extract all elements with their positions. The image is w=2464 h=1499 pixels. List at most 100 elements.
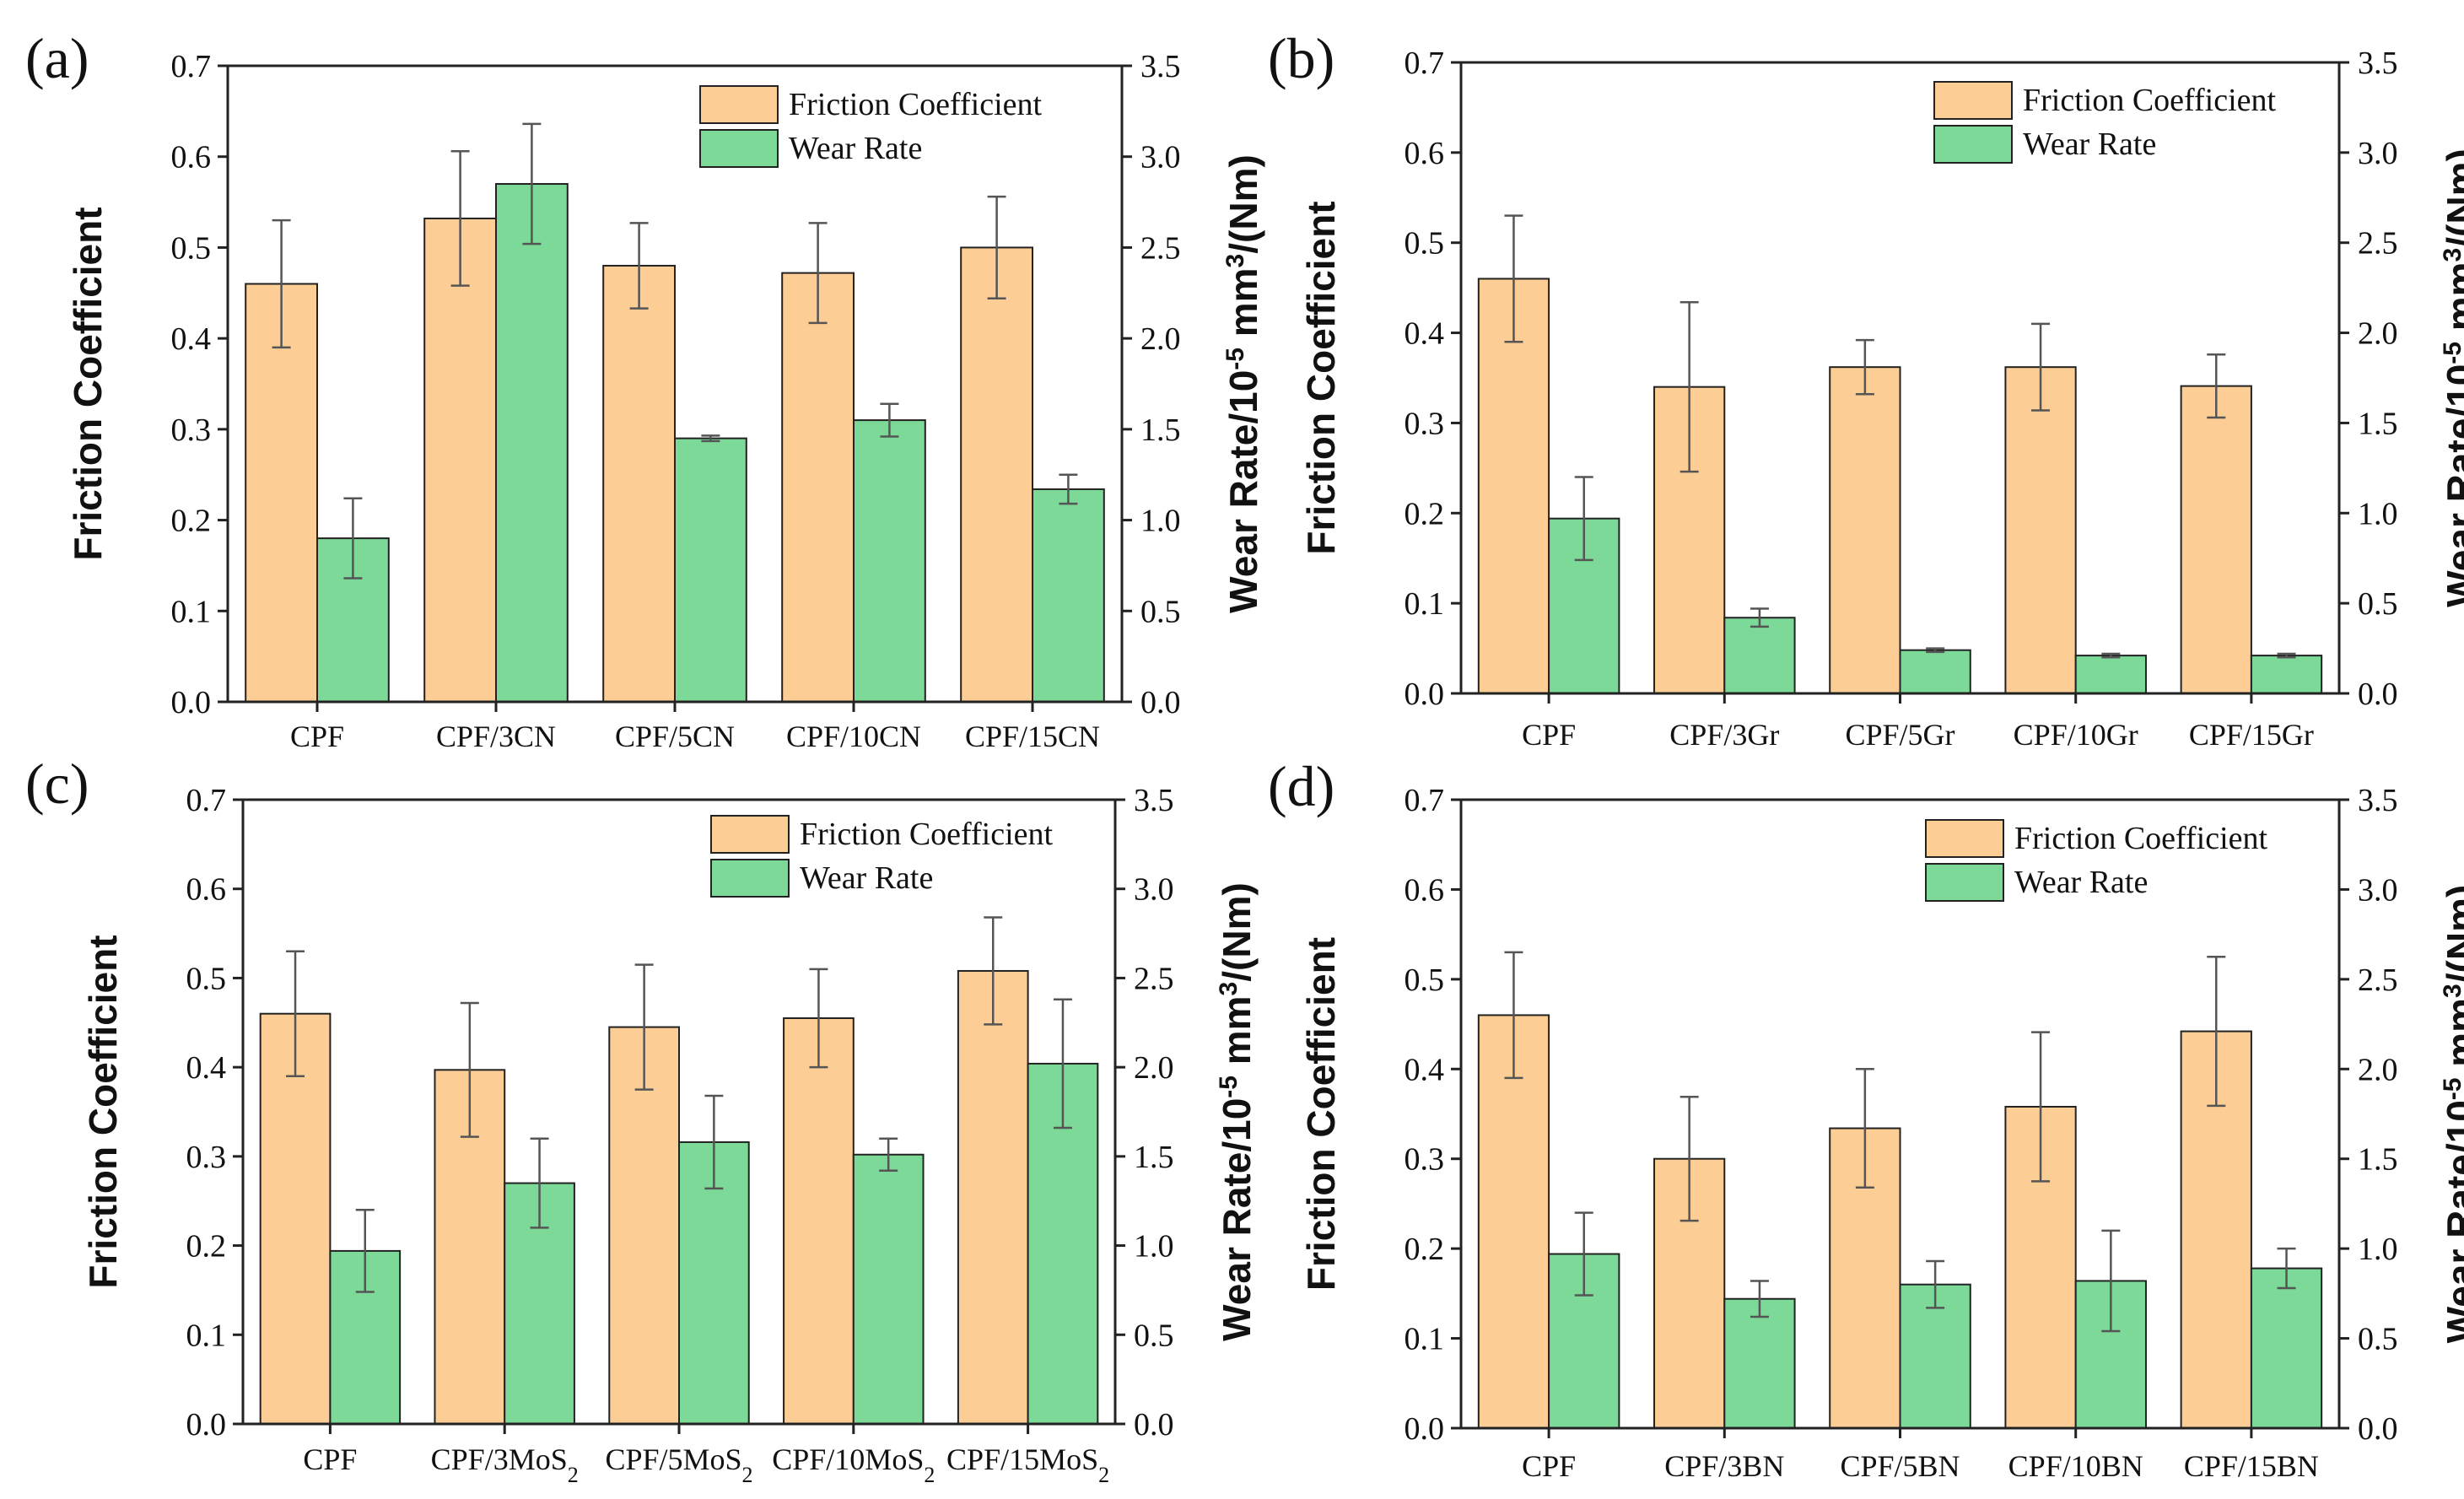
left-tick-label: 0.1 (171, 594, 212, 629)
category-label: CPF/15MoS2 (946, 1442, 1109, 1487)
left-tick-label: 0.3 (1405, 406, 1445, 441)
left-tick-label: 0.6 (171, 140, 212, 175)
panel-label: (a) (25, 26, 89, 90)
legend-swatch-friction (1933, 81, 2013, 120)
right-tick-label: 1.0 (2358, 496, 2398, 531)
right-axis-title-part: 3 (2439, 248, 2464, 262)
left-tick-label: 0.3 (186, 1140, 227, 1175)
friction-bar-0 (1477, 278, 1550, 694)
right-tick-label: 2.0 (2358, 316, 2398, 352)
left-tick-label: 0.0 (186, 1407, 227, 1442)
left-tick-label: 0.3 (171, 412, 212, 448)
category-label: CPF/3BN (1664, 1449, 1784, 1483)
right-tick-label: 1.0 (2358, 1232, 2398, 1267)
category-label: CPF/3CN (436, 720, 556, 753)
legend-label-friction: Friction Coefficient (800, 817, 1054, 852)
category-label: CPF/5Gr (1845, 718, 1954, 752)
wear-bar-1 (495, 183, 569, 703)
panel-label: (c) (25, 752, 89, 816)
wear-bar-3 (2074, 655, 2147, 694)
left-tick-label: 0.5 (171, 230, 212, 266)
right-axis-title-part: mm (1221, 267, 1265, 348)
right-axis-title: Wear Rate/10-5 mm3/(Nm) (1221, 154, 1266, 613)
right-tick-label: 0.5 (2358, 1322, 2398, 1357)
left-tick-label: 0.2 (171, 504, 212, 539)
right-axis-title-part: /(Nm) (1215, 882, 1259, 982)
right-tick-label: 3.5 (2358, 783, 2398, 818)
category-label-subscript: 2 (568, 1463, 579, 1487)
right-tick-label: 0.0 (2358, 677, 2398, 712)
right-tick-label: 3.0 (2358, 136, 2398, 171)
right-axis-title-part: mm (1215, 995, 1259, 1076)
left-tick-label: 0.5 (186, 961, 227, 996)
left-tick-label: 0.7 (1405, 46, 1445, 81)
category-label: CPF (303, 1442, 357, 1476)
left-tick-label: 0.2 (1405, 496, 1445, 531)
category-label: CPF/5MoS2 (605, 1442, 752, 1487)
legend-label-friction: Friction Coefficient (2023, 83, 2277, 118)
left-tick-label: 0.3 (1405, 1142, 1445, 1178)
left-tick-label: 0.2 (1405, 1232, 1445, 1267)
left-tick-label: 0.0 (171, 685, 212, 720)
left-tick-label: 0.1 (1405, 1322, 1445, 1357)
right-tick-label: 1.0 (1140, 504, 1181, 539)
right-tick-label: 3.0 (2358, 872, 2398, 908)
panel-label: (d) (1268, 754, 1334, 818)
category-label: CPF/3MoS2 (431, 1442, 579, 1487)
right-tick-label: 1.5 (1134, 1140, 1174, 1175)
right-axis-title-part: /(Nm) (2439, 148, 2464, 248)
right-tick-label: 1.5 (2358, 1142, 2398, 1178)
left-tick-label: 0.1 (186, 1318, 227, 1353)
right-axis-title-part: 3 (1221, 254, 1249, 268)
legend-label-wear: Wear Rate (2014, 865, 2148, 900)
friction-bar-4 (957, 969, 1029, 1425)
right-tick-label: 0.5 (1134, 1318, 1174, 1353)
right-tick-label: 3.0 (1140, 140, 1181, 175)
category-label: CPF/10MoS2 (772, 1442, 935, 1487)
right-axis-title-part: /(Nm) (2439, 885, 2464, 984)
legend-swatch-wear (1925, 863, 2004, 902)
category-label: CPF/5CN (615, 720, 735, 753)
category-label: CPF (290, 720, 344, 753)
right-tick-label: 2.0 (1140, 321, 1181, 357)
right-axis-title: Wear Rate/10-5 mm3/(Nm) (2439, 148, 2464, 607)
wear-bar-3 (852, 1153, 925, 1425)
left-axis-title: Friction Coefficient (81, 935, 125, 1288)
left-tick-label: 0.5 (1405, 962, 1445, 998)
right-tick-label: 3.5 (1140, 49, 1181, 84)
left-tick-label: 0.5 (1405, 226, 1445, 262)
category-label-subscript: 2 (924, 1463, 935, 1487)
wear-bar-4 (2250, 1267, 2323, 1429)
chart-panel-c: 0.0 0.1 0.2 0.3 0.4 0.5 0.6 0.7 0.0 0.5 1.0 1.5 2.0 2… (25, 752, 1259, 1487)
left-axis-title: Friction Coefficient (66, 207, 110, 560)
right-axis-title-part: -5 (1221, 348, 1249, 370)
right-tick-label: 2.5 (2358, 226, 2398, 262)
friction-bar-2 (602, 264, 677, 703)
wear-bar-4 (1032, 488, 1105, 703)
right-axis-title-part: -5 (2439, 342, 2464, 364)
right-axis-title: Wear Rate/10-5 mm3/(Nm) (1215, 882, 1259, 1341)
left-tick-label: 0.6 (1405, 136, 1445, 171)
wear-bar-2 (674, 437, 747, 704)
chart-panel-b: 0.0 0.1 0.2 0.3 0.4 0.5 0.6 0.7 0.0 0.5 1.0 1.5 2.0 2… (1268, 26, 2464, 752)
wear-bar-1 (1723, 1297, 1796, 1429)
right-axis-title-part: 3 (2439, 984, 2464, 998)
category-label: CPF/15BN (2184, 1449, 2319, 1483)
right-axis-title-part: Wear Rate/10 (1215, 1098, 1259, 1341)
friction-bar-3 (2004, 366, 2077, 694)
legend-swatch-friction (699, 85, 779, 124)
right-axis-title-part: 3 (1215, 982, 1243, 996)
category-label-subscript: 2 (1098, 1463, 1109, 1487)
left-tick-label: 0.1 (1405, 586, 1445, 622)
category-label: CPF/10BN (2008, 1449, 2143, 1483)
right-tick-label: 3.0 (1134, 872, 1174, 908)
category-label: CPF (1522, 718, 1576, 752)
legend-label-wear: Wear Rate (2023, 127, 2156, 162)
category-label: CPF/15Gr (2189, 718, 2314, 752)
category-label: CPF/10CN (786, 720, 921, 753)
right-axis-title-part: mm (2439, 262, 2464, 342)
friction-bar-2 (608, 1026, 681, 1425)
right-tick-label: 1.5 (1140, 412, 1181, 448)
friction-bar-3 (781, 272, 855, 703)
